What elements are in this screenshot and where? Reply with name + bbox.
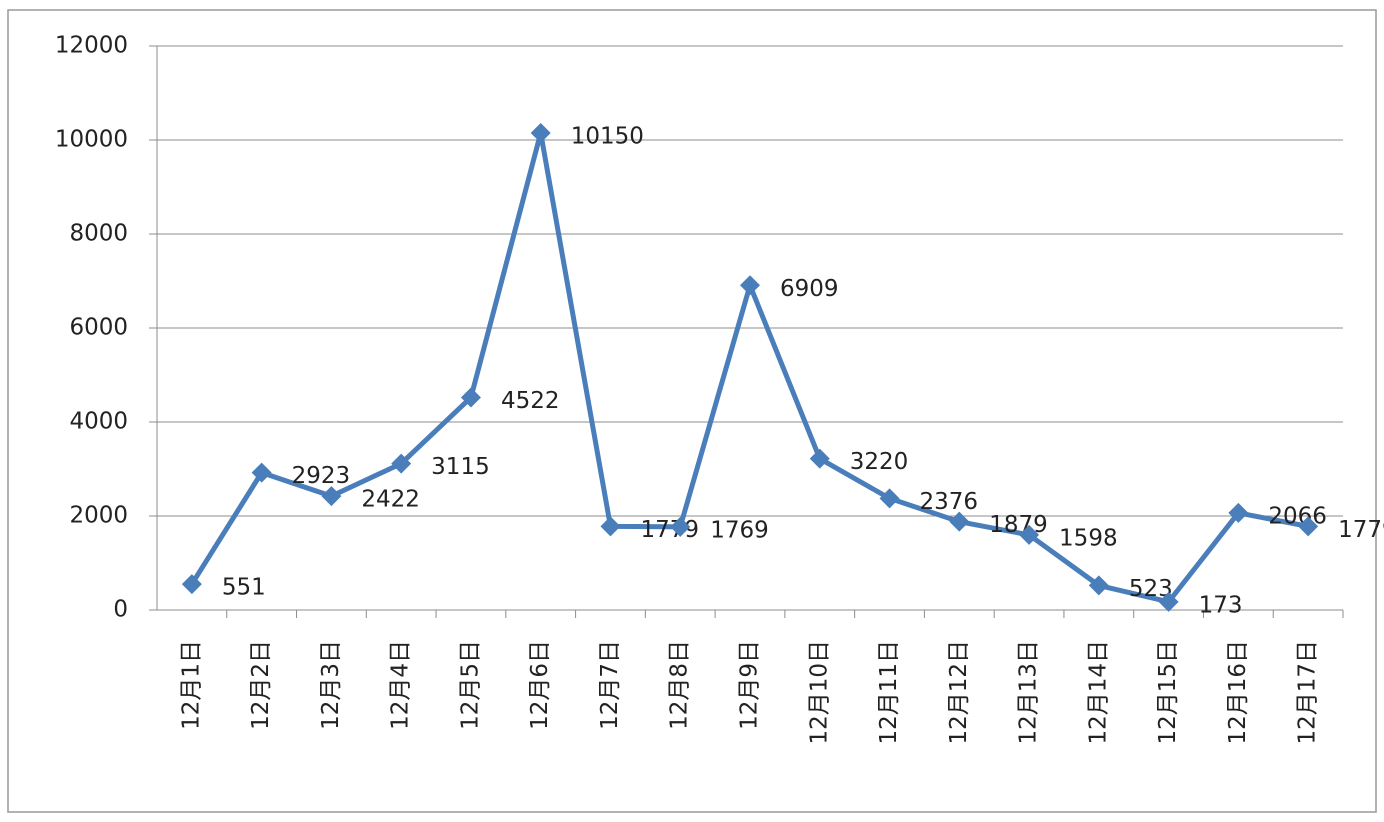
data-label: 173 bbox=[1199, 592, 1243, 618]
x-tick-label: 12月2日 bbox=[248, 640, 274, 730]
marker bbox=[1019, 524, 1040, 545]
marker bbox=[949, 511, 970, 532]
marker bbox=[809, 448, 830, 469]
x-tick-label: 12月12日 bbox=[946, 640, 972, 745]
x-tick-label: 12月16日 bbox=[1225, 640, 1251, 745]
data-label: 3220 bbox=[850, 449, 909, 475]
data-label: 2376 bbox=[920, 489, 979, 515]
x-tick-label: 12月8日 bbox=[667, 640, 693, 730]
y-tick-label: 8000 bbox=[69, 221, 128, 247]
x-tick-label: 12月1日 bbox=[178, 640, 204, 730]
marker bbox=[1158, 591, 1179, 612]
x-tick-label: 12月4日 bbox=[388, 640, 414, 730]
data-label: 1879 bbox=[989, 512, 1048, 538]
x-tick-label: 12月6日 bbox=[527, 640, 553, 730]
x-tick-label: 12月17日 bbox=[1295, 640, 1321, 745]
marker bbox=[391, 453, 412, 474]
marker bbox=[181, 574, 202, 595]
data-label: 1769 bbox=[710, 517, 769, 543]
marker bbox=[460, 387, 481, 408]
y-tick-label: 0 bbox=[113, 597, 128, 623]
marker bbox=[530, 122, 551, 143]
data-label: 2923 bbox=[292, 463, 351, 489]
marker bbox=[1298, 516, 1319, 537]
data-label: 551 bbox=[222, 575, 266, 601]
marker bbox=[251, 462, 272, 483]
data-label: 10150 bbox=[571, 123, 644, 149]
marker bbox=[670, 516, 691, 537]
marker bbox=[1228, 502, 1249, 523]
data-label: 1779 bbox=[640, 517, 699, 543]
data-label: 6909 bbox=[780, 276, 839, 302]
y-tick-label: 10000 bbox=[55, 127, 128, 153]
x-tick-label: 12月7日 bbox=[597, 640, 623, 730]
marker bbox=[740, 275, 760, 296]
data-label: 1598 bbox=[1059, 525, 1118, 551]
x-tick-label: 12月11日 bbox=[876, 640, 902, 745]
x-tick-label: 12月5日 bbox=[457, 640, 483, 730]
x-tick-label: 12月15日 bbox=[1155, 640, 1181, 745]
marker bbox=[1088, 575, 1109, 596]
data-label: 3115 bbox=[431, 454, 490, 480]
x-tick-label: 12月3日 bbox=[318, 640, 344, 730]
data-label: 2422 bbox=[361, 487, 420, 513]
data-label: 4522 bbox=[501, 388, 560, 414]
marker bbox=[321, 486, 342, 507]
marker bbox=[600, 516, 621, 537]
x-tick-label: 12月14日 bbox=[1085, 640, 1111, 745]
y-tick-label: 12000 bbox=[55, 33, 128, 59]
data-label: 2066 bbox=[1268, 503, 1327, 529]
x-tick-label: 12月9日 bbox=[737, 640, 763, 730]
y-tick-label: 2000 bbox=[69, 503, 128, 529]
x-tick-label: 12月10日 bbox=[806, 640, 832, 745]
data-label: 1779 bbox=[1338, 517, 1384, 543]
chart-border bbox=[7, 9, 1377, 813]
x-tick-label: 12月13日 bbox=[1016, 640, 1042, 745]
y-tick-label: 4000 bbox=[69, 409, 128, 435]
y-tick-label: 6000 bbox=[69, 315, 128, 341]
marker bbox=[879, 488, 900, 509]
